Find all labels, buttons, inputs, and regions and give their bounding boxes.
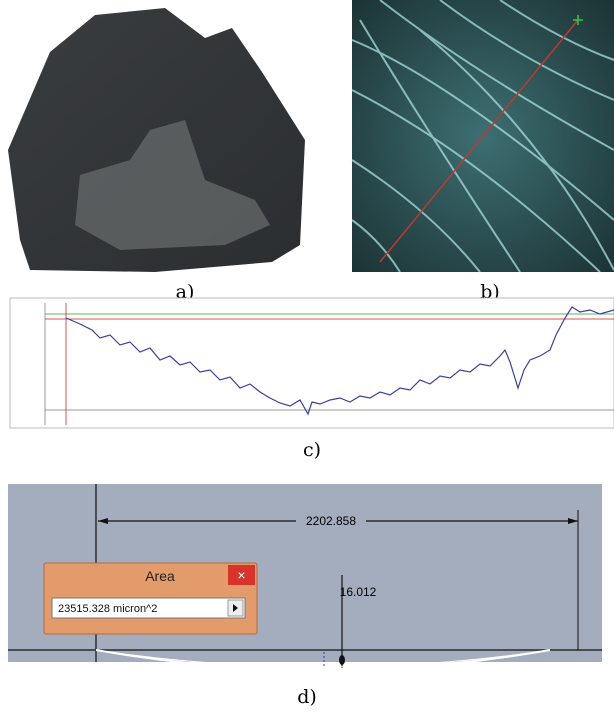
dialog-title: Area	[145, 568, 175, 584]
profile-plot	[9, 297, 614, 429]
panel-d: 2202.858 16.012 Area × 23515.328 micron^…	[8, 484, 602, 708]
scan-line	[379, 19, 579, 263]
value-field[interactable]	[51, 597, 246, 619]
close-icon: ×	[237, 567, 245, 583]
sample-region	[75, 120, 270, 250]
panel-a: a)	[8, 8, 305, 303]
panel-label: c)	[303, 439, 321, 461]
dimension-depth: 16.012	[340, 585, 377, 599]
panel-b: b)	[351, 0, 614, 303]
close-button[interactable]	[228, 565, 255, 585]
panel-c: c)	[9, 297, 614, 461]
panel-label: d)	[297, 686, 317, 708]
area-dialog: Area × 23515.328 micron^2	[43, 562, 258, 635]
profile-curve	[65, 306, 614, 416]
profile-arc	[95, 649, 551, 671]
area-value: 23515.328 micron^2	[58, 603, 157, 615]
dimension-length: 2202.858	[306, 514, 356, 528]
